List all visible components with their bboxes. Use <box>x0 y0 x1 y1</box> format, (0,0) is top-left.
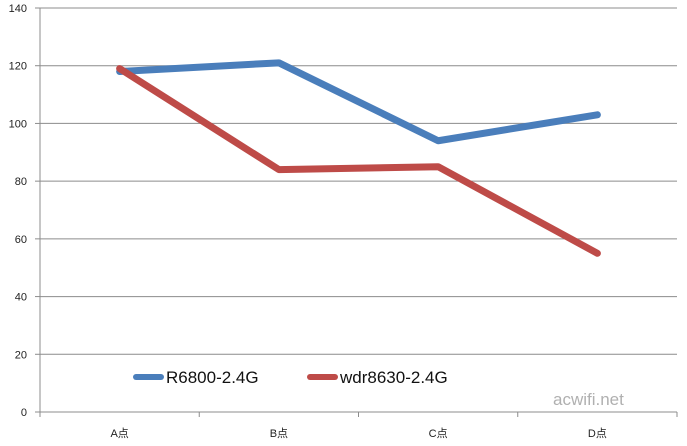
y-tick-label: 40 <box>15 292 27 304</box>
x-axis-tick-labels: A点 B点 C点 D点 <box>110 427 606 440</box>
y-tick-label: 100 <box>9 118 27 130</box>
x-tick-label: D点 <box>588 427 607 440</box>
data-point <box>594 111 601 118</box>
y-tick-label: 120 <box>9 61 27 73</box>
x-tick-label: B点 <box>270 427 288 440</box>
series-line-1 <box>116 59 601 145</box>
y-tick-label: 80 <box>15 176 27 188</box>
gridlines <box>40 7 677 355</box>
y-axis-tick-labels: 0 20 40 60 80 100 120 140 <box>9 3 40 419</box>
data-point <box>594 250 601 257</box>
x-tick-label: C点 <box>429 427 448 440</box>
legend: R6800-2.4G wdr8630-2.4G <box>133 368 448 387</box>
data-point <box>435 163 442 170</box>
y-tick-label: 20 <box>15 349 27 361</box>
data-point <box>435 137 442 144</box>
data-point <box>275 59 282 66</box>
x-tick-label: A点 <box>110 427 128 440</box>
y-tick-label: 140 <box>9 3 27 15</box>
y-tick-label: 0 <box>21 407 27 419</box>
watermark: acwifi.net <box>553 390 624 409</box>
axes <box>39 8 678 417</box>
legend-label: R6800-2.4G <box>166 368 259 387</box>
series-line-2 <box>116 65 601 257</box>
data-point <box>116 65 123 72</box>
data-point <box>275 166 282 173</box>
y-tick-label: 60 <box>15 234 27 246</box>
series-lines <box>116 59 601 257</box>
legend-label: wdr8630-2.4G <box>339 368 448 387</box>
